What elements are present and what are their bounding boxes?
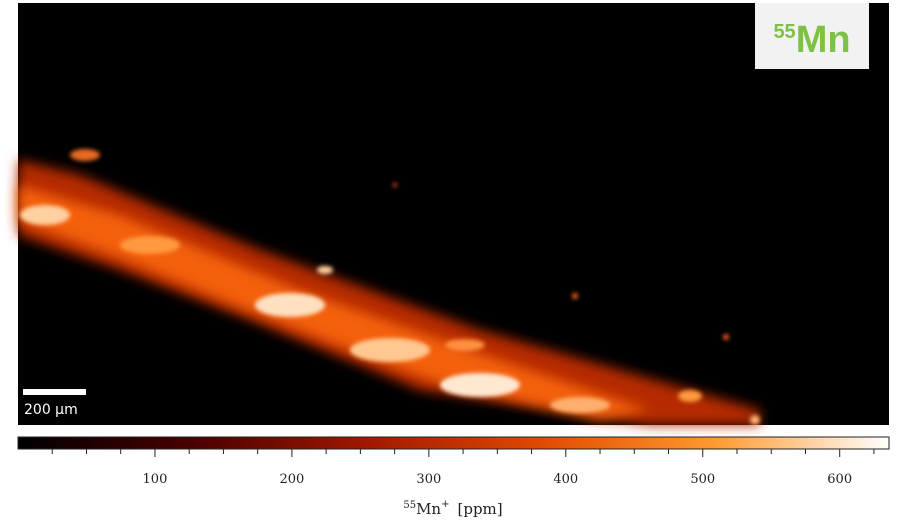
badge — [755, 3, 869, 69]
tick-label: 200 — [279, 472, 304, 487]
label-unit: [ppm] — [458, 500, 503, 518]
tick-label: 400 — [553, 472, 578, 487]
scale-bar — [23, 389, 86, 395]
map-image — [18, 3, 889, 425]
label-charge: + — [441, 499, 449, 510]
tick-label: 500 — [690, 472, 715, 487]
scale-bar-label: 200 μm — [24, 402, 78, 418]
badge-text: 55Mn — [773, 19, 850, 61]
colorbar-label: 55Mn+ [ppm] — [403, 499, 502, 518]
tick-label: 600 — [827, 472, 852, 487]
colorbar — [17, 436, 890, 450]
label-ion: Mn — [416, 500, 441, 518]
tick-label: 300 — [416, 472, 441, 487]
colorbar-axis: 100 200 300 400 500 600 — [51, 449, 875, 487]
tick-label: 100 — [143, 472, 168, 487]
badge-element: Mn — [796, 19, 851, 61]
label-mass: 55 — [403, 500, 416, 511]
badge-mass: 55 — [773, 21, 795, 43]
